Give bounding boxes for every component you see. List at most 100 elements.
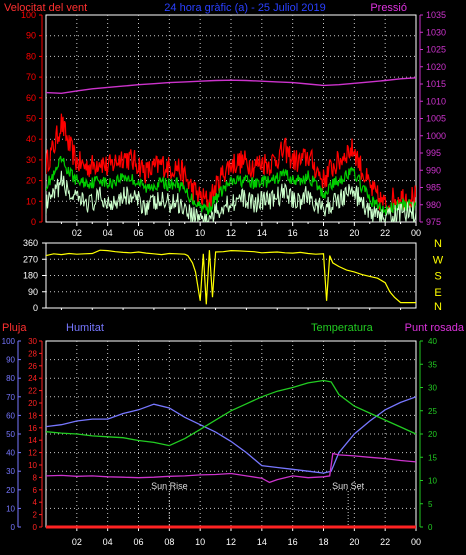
humidity-line [45,396,417,474]
x-tick-label: 20 [349,537,359,547]
compass-label: S [434,271,441,283]
y-left-tick-label: 100 [21,10,36,20]
y-left-tick-label: 30 [26,155,36,165]
temp-tick-label: 35 [428,360,437,369]
x-tick-label: 02 [72,537,82,547]
x-tick-label: 22 [380,537,390,547]
wind-direction-line [45,249,416,305]
y-right-tick-label: 1015 [426,79,446,89]
wind-direction-panel: 0 N 90 E 180 S 270 W 360 N [23,238,444,313]
x-tick-label: 14 [257,537,267,547]
y-right-tick-label: 980 [426,200,441,210]
x-tick-label: 22 [380,228,390,238]
humidity-tick-label: 30 [6,467,15,476]
sun-annotation-label: Sun Rise [151,481,188,491]
y-left-tick-label: 10 [26,196,36,206]
humidity-tick-label: 60 [6,411,15,420]
rain-tick-label: 20 [28,399,37,408]
compass-label: E [434,287,441,299]
humidity-tick-label: 80 [6,374,15,383]
rain-tick-label: 2 [33,511,38,520]
x-tick-label: 06 [133,228,143,238]
x-tick-label: 12 [226,228,236,238]
temp-tick-label: 5 [428,500,433,509]
temp-tick-label: 30 [428,384,437,393]
rain-tick-label: 10 [28,461,37,470]
y-left-tick-label: 40 [26,134,36,144]
compass-label: W [433,254,444,266]
temperature-line [45,379,417,447]
x-tick-label: 02 [72,228,82,238]
sun-annotation-label: Sun Set [332,481,365,491]
humidity-tick-label: 90 [6,356,15,365]
pressure-title: Pressió [370,2,407,14]
rain-tick-label: 16 [28,424,37,433]
y-direction-tick-label: 90 [28,287,38,297]
humidity-label: Humitat [66,322,104,334]
x-tick-label: 04 [103,228,113,238]
rain-tick-label: 6 [33,486,38,495]
y-direction-tick-label: 180 [23,271,38,281]
rain-tick-label: 30 [28,337,37,346]
y-right-tick-label: 1035 [426,10,446,20]
humidity-tick-label: 20 [6,486,15,495]
temp-tick-label: 40 [428,337,437,346]
compass-label: N [434,301,442,313]
x-tick-label: 04 [103,537,113,547]
rain-tick-label: 12 [28,449,37,458]
humidity-tick-label: 10 [6,504,15,513]
y-left-tick-label: 80 [26,51,36,61]
rain-tick-label: 22 [28,387,37,396]
y-right-tick-label: 1000 [426,131,446,141]
y-left-tick-label: 20 [26,176,36,186]
y-right-tick-label: 1030 [426,27,446,37]
rain-tick-label: 24 [28,374,37,383]
compass-label: N [434,238,442,250]
y-left-tick-label: 0 [31,217,36,227]
temp-tick-label: 25 [428,407,437,416]
humidity-tick-label: 70 [6,393,15,402]
rain-label: Pluja [2,322,27,334]
x-tick-label: 20 [349,228,359,238]
rain-tick-label: 0 [33,523,38,532]
rain-tick-label: 8 [33,473,38,482]
rain-tick-label: 14 [28,436,37,445]
y-left-tick-label: 60 [26,93,36,103]
wind-series-group [46,77,416,222]
rain-tick-label: 26 [28,362,37,371]
wind-gust-line [46,113,416,213]
y-left-tick-label: 70 [26,72,36,82]
y-direction-tick-label: 360 [23,238,38,248]
temp-tick-label: 15 [428,453,437,462]
temperature-label: Temperatura [311,322,374,334]
y-right-tick-label: 1025 [426,45,446,55]
x-tick-label: 12 [226,537,236,547]
y-right-tick-label: 1005 [426,114,446,124]
temp-tick-label: 20 [428,430,437,439]
y-right-tick-label: 1020 [426,62,446,72]
humidity-tick-label: 40 [6,449,15,458]
dewpoint-label: Punt rosada [405,322,465,334]
dewpoint-line [45,452,417,484]
wind-speed-title: Velocitat del vent [4,2,87,14]
humidity-tick-label: 50 [6,430,15,439]
temp-tick-label: 10 [428,477,437,486]
y-right-tick-label: 990 [426,165,441,175]
x-tick-label: 08 [164,537,174,547]
y-direction-tick-label: 270 [23,254,38,264]
x-tick-label: 08 [164,228,174,238]
humidity-temperature-panel: 02 04 06 08 10 12 14 16 18 20 22 000102030405060708… [2,337,438,547]
y-left-tick-label: 50 [26,114,36,124]
x-tick-label: 16 [288,228,298,238]
rain-tick-label: 18 [28,411,37,420]
y-left-tick-label: 90 [26,31,36,41]
rain-tick-label: 28 [28,349,37,358]
x-tick-label: 00 [411,537,421,547]
pressure-line [46,77,416,95]
y-right-tick-label: 1010 [426,96,446,106]
wind-average-line [46,155,416,216]
y-direction-tick-label: 0 [33,303,38,313]
x-tick-label: 16 [288,537,298,547]
y-right-tick-label: 995 [426,148,441,158]
